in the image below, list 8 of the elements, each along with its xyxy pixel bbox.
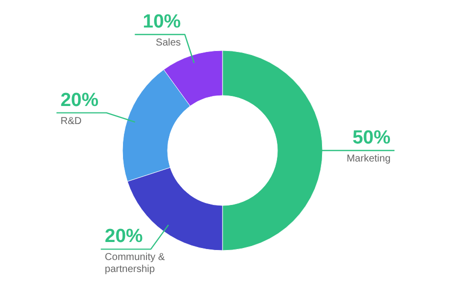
slice-label: Community & partnership <box>104 252 166 276</box>
data-label: 20% <box>60 90 99 111</box>
data-label: 50% <box>352 128 391 148</box>
data-label: 20% <box>104 226 143 248</box>
slice-label: Sales <box>156 37 181 48</box>
slice-label: Marketing <box>346 154 390 164</box>
data-label: 10% <box>142 11 181 32</box>
slice-label: R&D <box>60 116 82 127</box>
